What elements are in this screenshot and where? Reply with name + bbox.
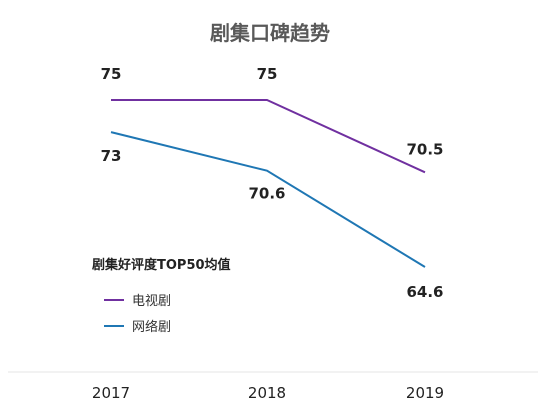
x-tick-label: 2019 — [406, 384, 444, 402]
data-label: 64.6 — [406, 283, 443, 301]
data-label: 75 — [257, 65, 278, 83]
chart-title: 剧集口碑趋势 — [210, 21, 330, 45]
legend-label: 电视剧 — [132, 294, 171, 309]
series-layer — [110, 99, 426, 268]
legend-label: 网络剧 — [132, 319, 171, 335]
data-label: 73 — [101, 147, 122, 165]
data-label: 75 — [101, 65, 122, 83]
x-tick-label: 2018 — [248, 384, 286, 402]
data-label: 70.6 — [248, 185, 285, 203]
x-axis-ticks: 2017 2018 2019 — [92, 384, 444, 402]
data-labels: 75 75 70.5 73 70.6 64.6 — [101, 65, 444, 301]
series-line-2 — [110, 131, 426, 268]
data-label: 70.5 — [406, 140, 443, 158]
legend-title: 剧集好评度TOP50均值 — [92, 257, 231, 273]
series-line-1 — [111, 99, 426, 174]
x-tick-label: 2017 — [92, 384, 130, 402]
